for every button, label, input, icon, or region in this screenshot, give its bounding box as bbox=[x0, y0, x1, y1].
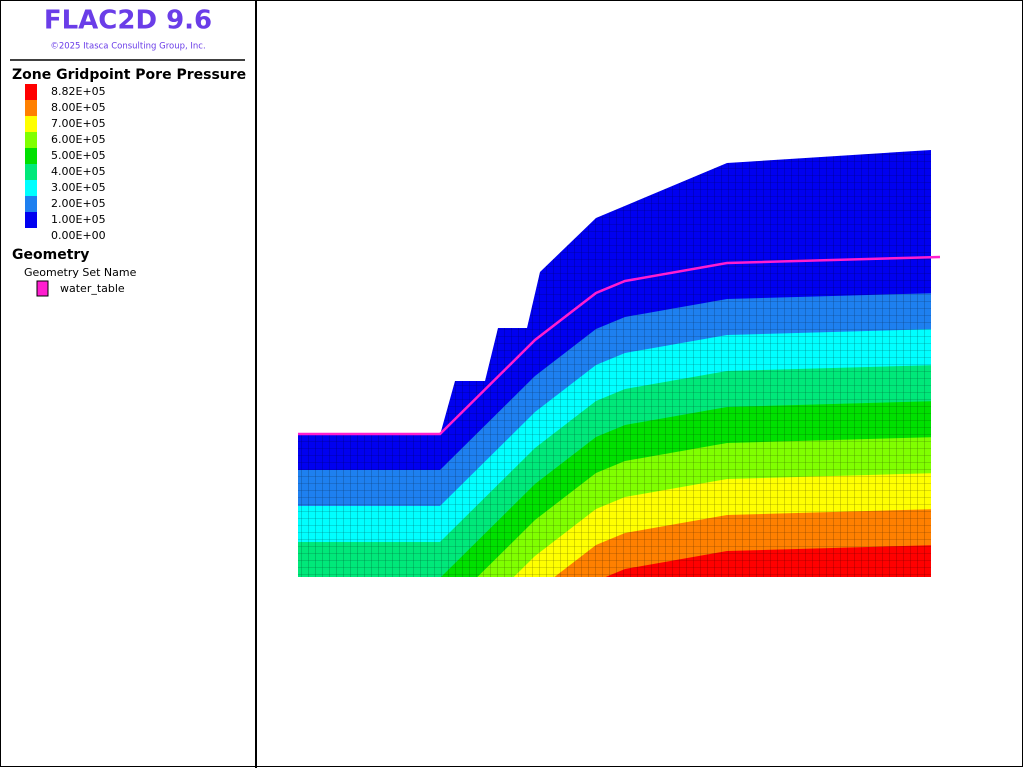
legend-label: 0.00E+00 bbox=[51, 229, 106, 242]
legend-title: Zone Gridpoint Pore Pressure bbox=[12, 67, 246, 83]
legend-label: 8.82E+05 bbox=[51, 85, 106, 98]
mesh bbox=[298, 150, 931, 577]
geometry-label: water_table bbox=[60, 282, 125, 295]
copyright: ©2025 Itasca Consulting Group, Inc. bbox=[50, 42, 205, 52]
legend-swatch bbox=[25, 180, 37, 196]
legend-swatch bbox=[25, 116, 37, 132]
legend-label: 2.00E+05 bbox=[51, 197, 106, 210]
legend-label: 3.00E+05 bbox=[51, 181, 106, 194]
legend-swatch bbox=[25, 84, 37, 100]
legend-swatch bbox=[25, 100, 37, 116]
geometry-subtitle: Geometry Set Name bbox=[24, 266, 137, 279]
legend-swatch bbox=[25, 164, 37, 180]
geometry-title: Geometry bbox=[12, 247, 89, 263]
legend-label: 7.00E+05 bbox=[51, 117, 106, 130]
legend-swatch bbox=[25, 148, 37, 164]
legend-label: 6.00E+05 bbox=[51, 133, 106, 146]
water-table bbox=[298, 255, 941, 436]
geometry-swatch bbox=[36, 280, 49, 297]
geometry-legend: water_table bbox=[36, 280, 125, 297]
legend-label: 4.00E+05 bbox=[51, 165, 106, 178]
legend-label: 5.00E+05 bbox=[51, 149, 106, 162]
legend: 8.82E+05 8.00E+05 7.00E+05 6.00E+05 5.00E+05… bbox=[25, 84, 106, 242]
legend-swatch bbox=[25, 212, 37, 228]
legend-swatch bbox=[25, 196, 37, 212]
app-title: FLAC2D 9.6 bbox=[44, 6, 212, 36]
legend-label: 8.00E+05 bbox=[51, 101, 106, 114]
water-table-layer bbox=[298, 255, 941, 436]
legend-swatch bbox=[25, 132, 37, 148]
legend-label: 1.00E+05 bbox=[51, 213, 106, 226]
